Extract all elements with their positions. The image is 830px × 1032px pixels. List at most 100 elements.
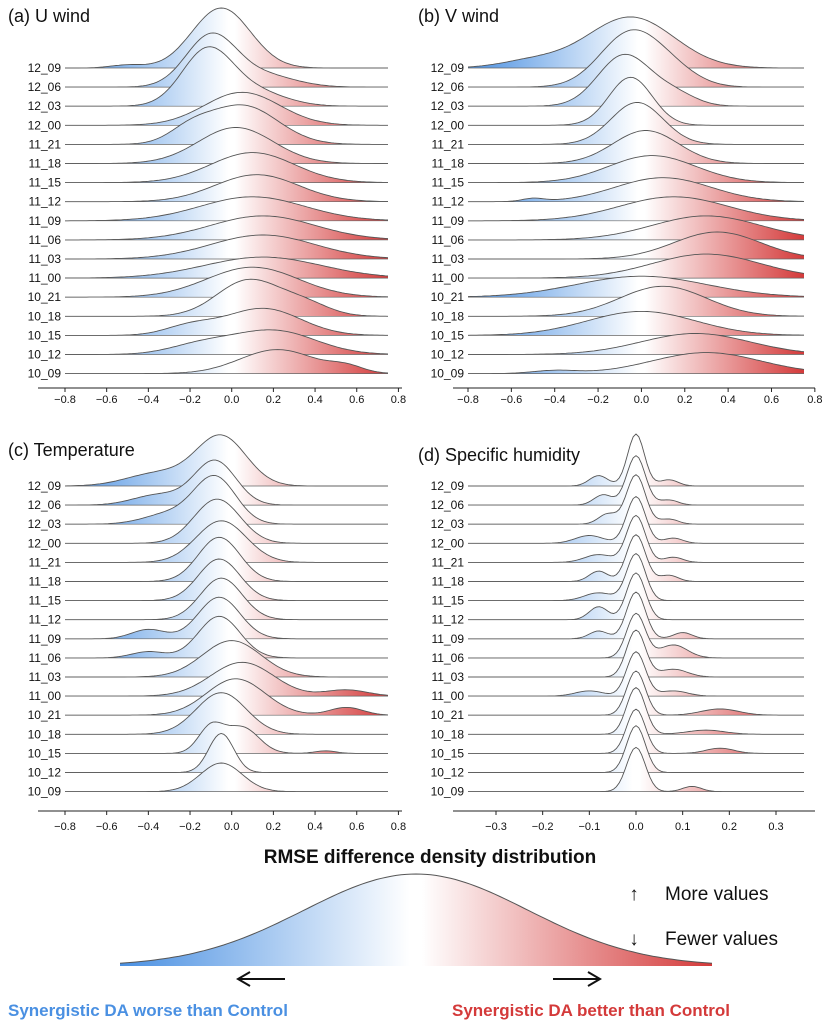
ridge-line-11_09 — [468, 196, 805, 222]
ridge-line-11_00 — [65, 256, 389, 279]
ridge-10_18 — [468, 286, 804, 317]
x-tick-label: −0.6 — [500, 394, 522, 406]
row-label-11_15: 11_15 — [29, 176, 62, 190]
row-label-12_06: 12_06 — [28, 498, 62, 512]
row-label-12_00: 12_00 — [28, 536, 62, 550]
row-label-11_06: 11_06 — [432, 651, 465, 665]
panel-b: (b) V wind 12_09 12_06 12_03 12_00 11_21 11_18… — [418, 6, 822, 406]
row-label-11_09: 11_09 — [432, 214, 465, 228]
row-label-11_12: 11_12 — [29, 613, 62, 627]
ridge-11_03 — [468, 232, 804, 259]
x-axis-caption: RMSE difference density distribution — [264, 847, 597, 868]
x-tick-label: 0.8 — [807, 394, 822, 406]
ridge-11_18 — [468, 130, 804, 164]
row-label-10_18: 10_18 — [431, 727, 465, 741]
right-arrow-icon — [553, 971, 602, 987]
row-label-10_18: 10_18 — [28, 727, 62, 741]
x-tick-label: −0.2 — [179, 821, 201, 833]
row-label-11_09: 11_09 — [29, 632, 62, 646]
ridge-11_18 — [65, 537, 388, 582]
ridge-12_00 — [468, 77, 804, 126]
row-label-12_09: 12_09 — [431, 479, 465, 493]
ridge-10_09 — [65, 763, 388, 792]
ridge-line-11_03 — [65, 234, 389, 260]
row-label-11_18: 11_18 — [29, 575, 62, 589]
row-label-10_15: 10_15 — [28, 746, 62, 760]
ridge-line-11_06 — [65, 215, 389, 241]
ridge-11_00 — [468, 254, 804, 279]
row-label-10_12: 10_12 — [28, 348, 62, 362]
x-tick-label: 0.6 — [349, 821, 364, 833]
legend-density-curve — [119, 873, 713, 966]
x-tick-label: 0.3 — [768, 821, 783, 833]
ridge-12_09 — [65, 434, 388, 486]
ridge-11_00 — [65, 257, 388, 279]
row-label-11_21: 11_21 — [29, 137, 62, 151]
panel-title: (d) Specific humidity — [418, 445, 580, 465]
row-label-11_00: 11_00 — [29, 271, 62, 285]
more-values-label: More values — [665, 884, 769, 905]
x-tick-label: 0.2 — [266, 394, 281, 406]
ridge-11_06 — [65, 616, 388, 658]
x-tick-label: 0.6 — [764, 394, 779, 406]
x-tick-label: −0.1 — [578, 821, 600, 833]
x-tick-label: 0.4 — [720, 394, 735, 406]
x-tick-label: −0.2 — [532, 821, 554, 833]
row-label-12_00: 12_00 — [431, 118, 465, 132]
row-label-10_21: 10_21 — [431, 708, 465, 722]
panel-a: (a) U wind 12_09 12_06 12_03 12_00 11_21 11_18… — [8, 6, 406, 406]
x-tick-label: 0.8 — [391, 394, 406, 406]
ridge-11_21 — [65, 104, 388, 145]
ridge-11_09 — [468, 196, 804, 221]
ridge-10_18 — [65, 692, 388, 735]
row-label-10_15: 10_15 — [431, 328, 465, 342]
ridge-10_12 — [65, 329, 388, 355]
row-label-10_09: 10_09 — [431, 367, 465, 381]
row-label-12_03: 12_03 — [431, 99, 465, 113]
panel-c: (c) Temperature 12_09 12_06 12_03 12_00 11_21… — [8, 434, 406, 833]
row-label-11_00: 11_00 — [432, 689, 465, 703]
row-label-11_06: 11_06 — [432, 233, 465, 247]
row-label-11_00: 11_00 — [432, 271, 465, 285]
row-label-11_06: 11_06 — [29, 651, 62, 665]
ridge-11_03 — [65, 235, 388, 259]
panel-title: (b) V wind — [418, 6, 499, 26]
row-label-12_03: 12_03 — [28, 99, 62, 113]
ridge-11_12 — [65, 578, 388, 620]
ridge-10_09 — [65, 349, 388, 374]
ridge-12_03 — [65, 46, 388, 107]
legend-curve-line — [119, 873, 713, 964]
x-tick-label: −0.3 — [485, 821, 507, 833]
x-tick-label: −0.4 — [137, 821, 159, 833]
row-label-11_18: 11_18 — [432, 157, 465, 171]
row-label-12_09: 12_09 — [431, 61, 465, 75]
ridge-12_03 — [65, 475, 388, 525]
ridge-line-10_21 — [65, 266, 389, 298]
row-label-10_21: 10_21 — [28, 708, 62, 722]
row-label-11_18: 11_18 — [432, 575, 465, 589]
row-label-11_09: 11_09 — [29, 214, 62, 228]
row-label-12_03: 12_03 — [28, 517, 62, 531]
ridge-10_12 — [65, 733, 388, 773]
ridge-line-10_09 — [468, 352, 805, 375]
panel-title: (c) Temperature — [8, 440, 135, 460]
x-tick-label: −0.4 — [544, 394, 566, 406]
ridge-10_09 — [468, 352, 804, 374]
x-tick-label: −0.6 — [96, 821, 118, 833]
row-label-10_21: 10_21 — [28, 290, 62, 304]
ridge-10_09 — [468, 747, 804, 792]
row-label-11_03: 11_03 — [432, 670, 465, 684]
row-label-11_03: 11_03 — [29, 670, 62, 684]
row-label-11_15: 11_15 — [29, 594, 62, 608]
x-tick-label: 0.4 — [307, 821, 322, 833]
row-label-11_09: 11_09 — [432, 632, 465, 646]
ridge-10_21 — [65, 267, 388, 298]
row-label-10_18: 10_18 — [431, 309, 465, 323]
ridge-line-10_21 — [467, 275, 805, 298]
row-label-10_15: 10_15 — [28, 328, 62, 342]
x-tick-label: 0.0 — [224, 394, 239, 406]
row-label-11_03: 11_03 — [432, 252, 465, 266]
row-label-12_06: 12_06 — [28, 80, 62, 94]
row-label-11_12: 11_12 — [432, 195, 465, 209]
